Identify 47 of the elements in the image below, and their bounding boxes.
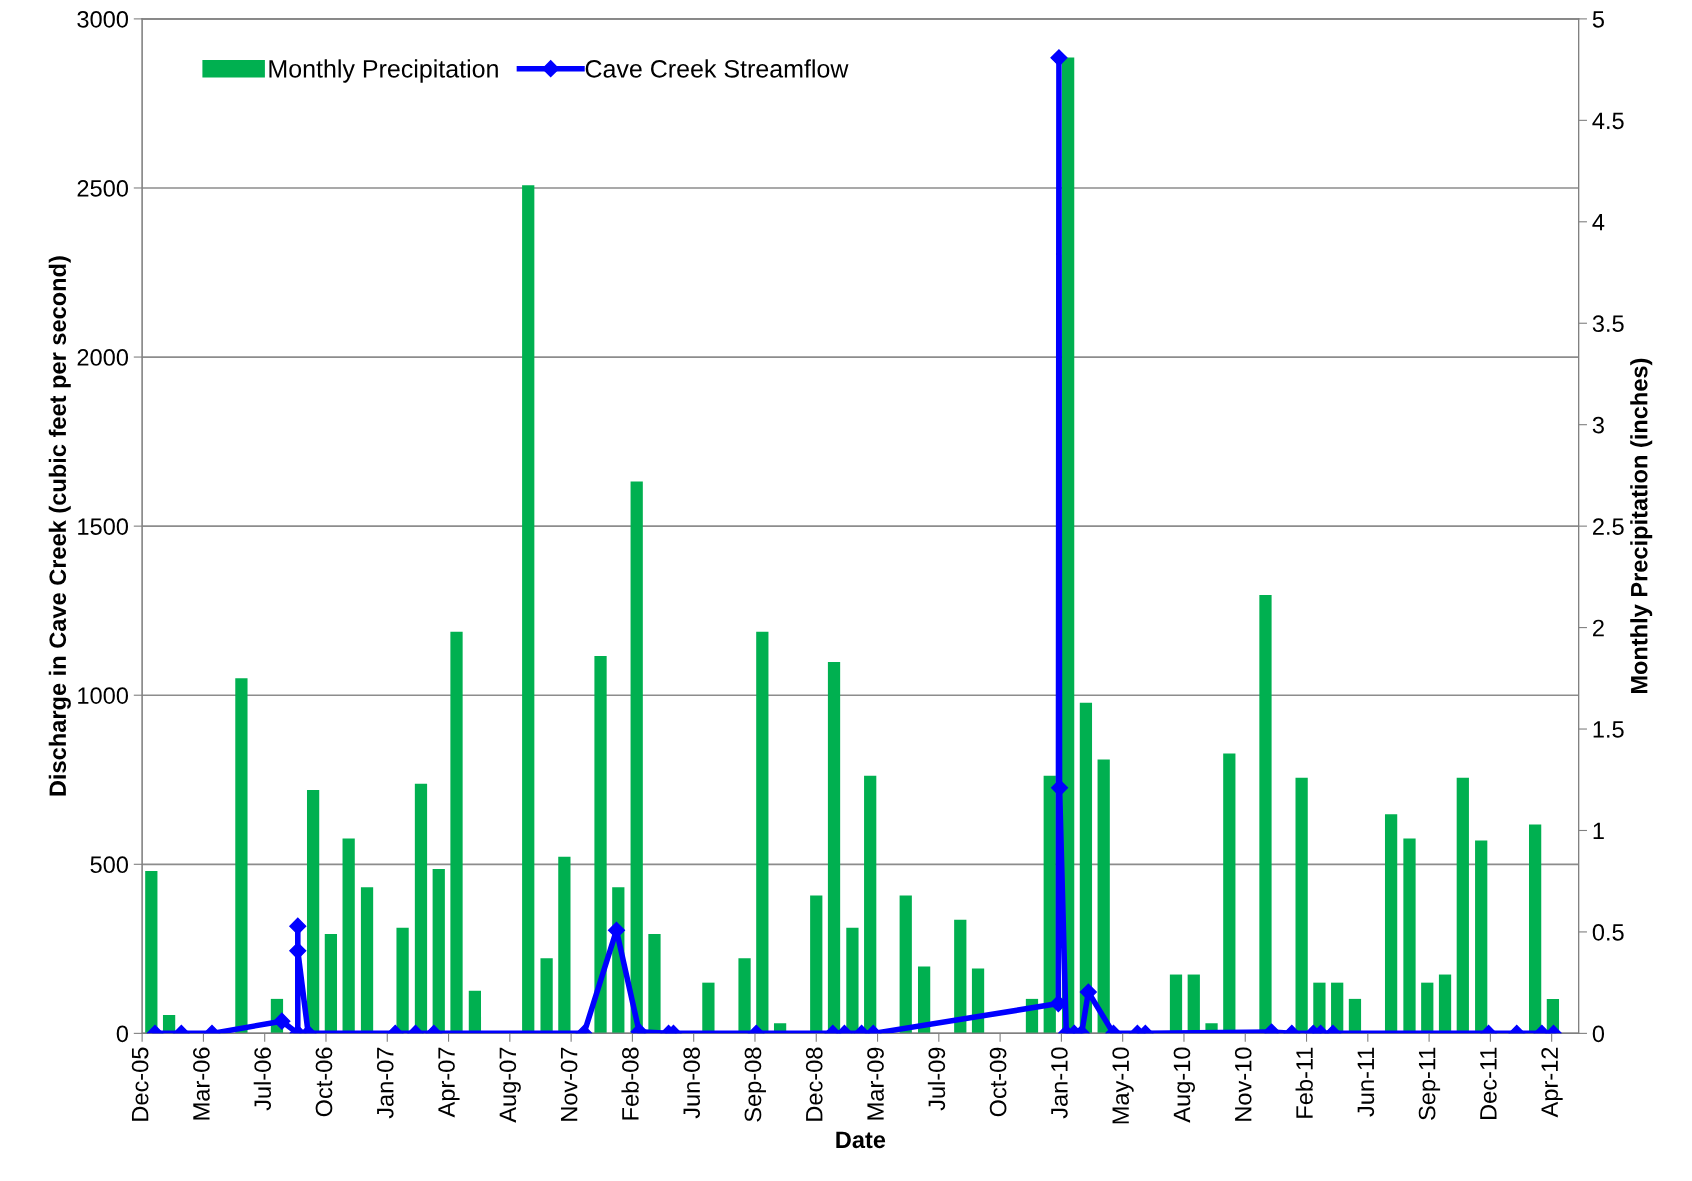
x-tick-label: Jan-07: [376, 1047, 394, 1119]
y-tick-label: 0: [116, 1025, 129, 1043]
x-axis-title: Date: [836, 1131, 886, 1149]
x-tick-label: Apr-12: [1541, 1047, 1563, 1118]
x-tick-label: Jul-06: [253, 1047, 272, 1111]
x-tick-label: Dec-11: [1480, 1047, 1497, 1119]
y2-tick-label: 2.5: [1593, 518, 1624, 535]
x-tick-label: Nov-10: [1234, 1047, 1252, 1121]
x-tick-label: Feb-08: [621, 1047, 639, 1120]
y2-tick-label: 2: [1593, 619, 1604, 637]
y-tick-label: 1500: [78, 518, 129, 535]
x-tick-label: May-10: [1112, 1047, 1134, 1124]
x-tick-label: Aug-07: [499, 1047, 521, 1123]
x-tick-label: Jan-10: [1051, 1047, 1068, 1119]
x-tick-label: Oct-06: [315, 1047, 333, 1117]
x-tick-label: Dec-08: [805, 1047, 823, 1121]
y2-tick-label: 1.5: [1593, 721, 1624, 738]
y2-tick-label: 1: [1593, 822, 1604, 840]
x-tick-label: Jun-08: [683, 1047, 701, 1119]
y2-tick-label: 0: [1592, 1025, 1605, 1043]
x-tick-label: Dec-05: [131, 1047, 149, 1121]
y2-tick-label: 0.5: [1592, 924, 1624, 941]
y-axis-title: Discharge in Cave Creek (cubic feet per second): [48, 256, 71, 796]
y-tick-label: 2000: [77, 349, 129, 366]
x-tick-label: Nov-07: [560, 1047, 578, 1121]
y-tick-label: 3000: [77, 10, 129, 28]
y-tick-label: 1000: [78, 687, 129, 704]
x-tick-label: Feb-11: [1295, 1047, 1313, 1118]
y-tick-label: 500: [90, 856, 129, 874]
y2-tick-label: 3: [1592, 416, 1604, 434]
x-tick-label: Mar-09: [867, 1047, 884, 1120]
legend-label: Monthly Precipitation: [269, 59, 498, 83]
y2-axis-title: Monthly Precipitation (inches): [1630, 358, 1653, 694]
y2-tick-label: 5: [1592, 11, 1604, 28]
x-tick-label: Sep-11: [1418, 1047, 1441, 1120]
legend-label: Cave Creek Streamflow: [585, 59, 849, 78]
x-tick-label: Oct-09: [989, 1047, 1007, 1117]
x-tick-label: Apr-07: [438, 1047, 460, 1118]
y2-tick-label: 4.5: [1592, 112, 1624, 130]
x-tick-label: Aug-10: [1173, 1047, 1195, 1123]
y2-tick-label: 3.5: [1592, 315, 1624, 333]
y-tick-label: 2500: [77, 180, 129, 197]
x-tick-label: Jul-09: [927, 1047, 946, 1111]
x-tick-label: Sep-08: [744, 1047, 766, 1122]
y2-tick-label: 4: [1592, 214, 1605, 231]
x-tick-label: Jun-11: [1357, 1047, 1375, 1117]
x-tick-label: Mar-06: [193, 1047, 210, 1120]
